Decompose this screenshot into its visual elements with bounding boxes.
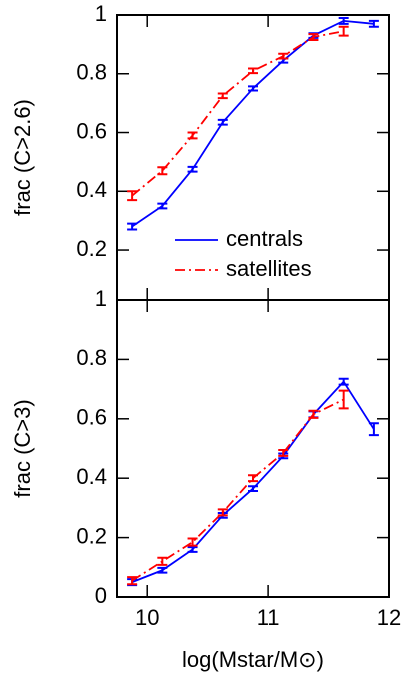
error-bar <box>338 25 349 37</box>
y-axis-label: frac (C>2.6) <box>10 99 35 216</box>
error-bar <box>127 190 138 202</box>
x-axis-label: log(Mstar/M⊙) <box>182 647 324 672</box>
x-tick-label: 11 <box>257 605 280 630</box>
y-axis-label: frac (C>3) <box>10 399 35 497</box>
y-tick-label: 1 <box>95 286 107 311</box>
y-tick-label: 0.4 <box>76 464 107 489</box>
y-tick-label: 0.8 <box>76 345 107 370</box>
y-tick-label: 0.2 <box>76 523 107 548</box>
error-bar <box>127 576 138 586</box>
series-line <box>131 398 345 582</box>
y-tick-label: 0.6 <box>76 118 107 143</box>
error-bar <box>338 389 349 410</box>
legend-label: satellites <box>226 256 312 281</box>
y-tick-label: 1 <box>95 1 107 26</box>
y-tick-label: 0.2 <box>76 236 107 261</box>
legend-label: centrals <box>226 226 303 251</box>
y-tick-label: 0 <box>95 583 107 608</box>
x-tick-label: 12 <box>377 605 401 630</box>
y-tick-label: 0.6 <box>76 405 107 430</box>
series-line <box>131 380 375 583</box>
error-bar <box>187 537 198 547</box>
series-line <box>131 30 344 197</box>
y-tick-label: 0.8 <box>76 60 107 85</box>
error-bar <box>368 19 379 28</box>
y-tick-label: 0.4 <box>76 177 107 202</box>
x-tick-label: 10 <box>135 605 159 630</box>
plot-frame <box>116 299 390 598</box>
series-line <box>131 19 374 228</box>
